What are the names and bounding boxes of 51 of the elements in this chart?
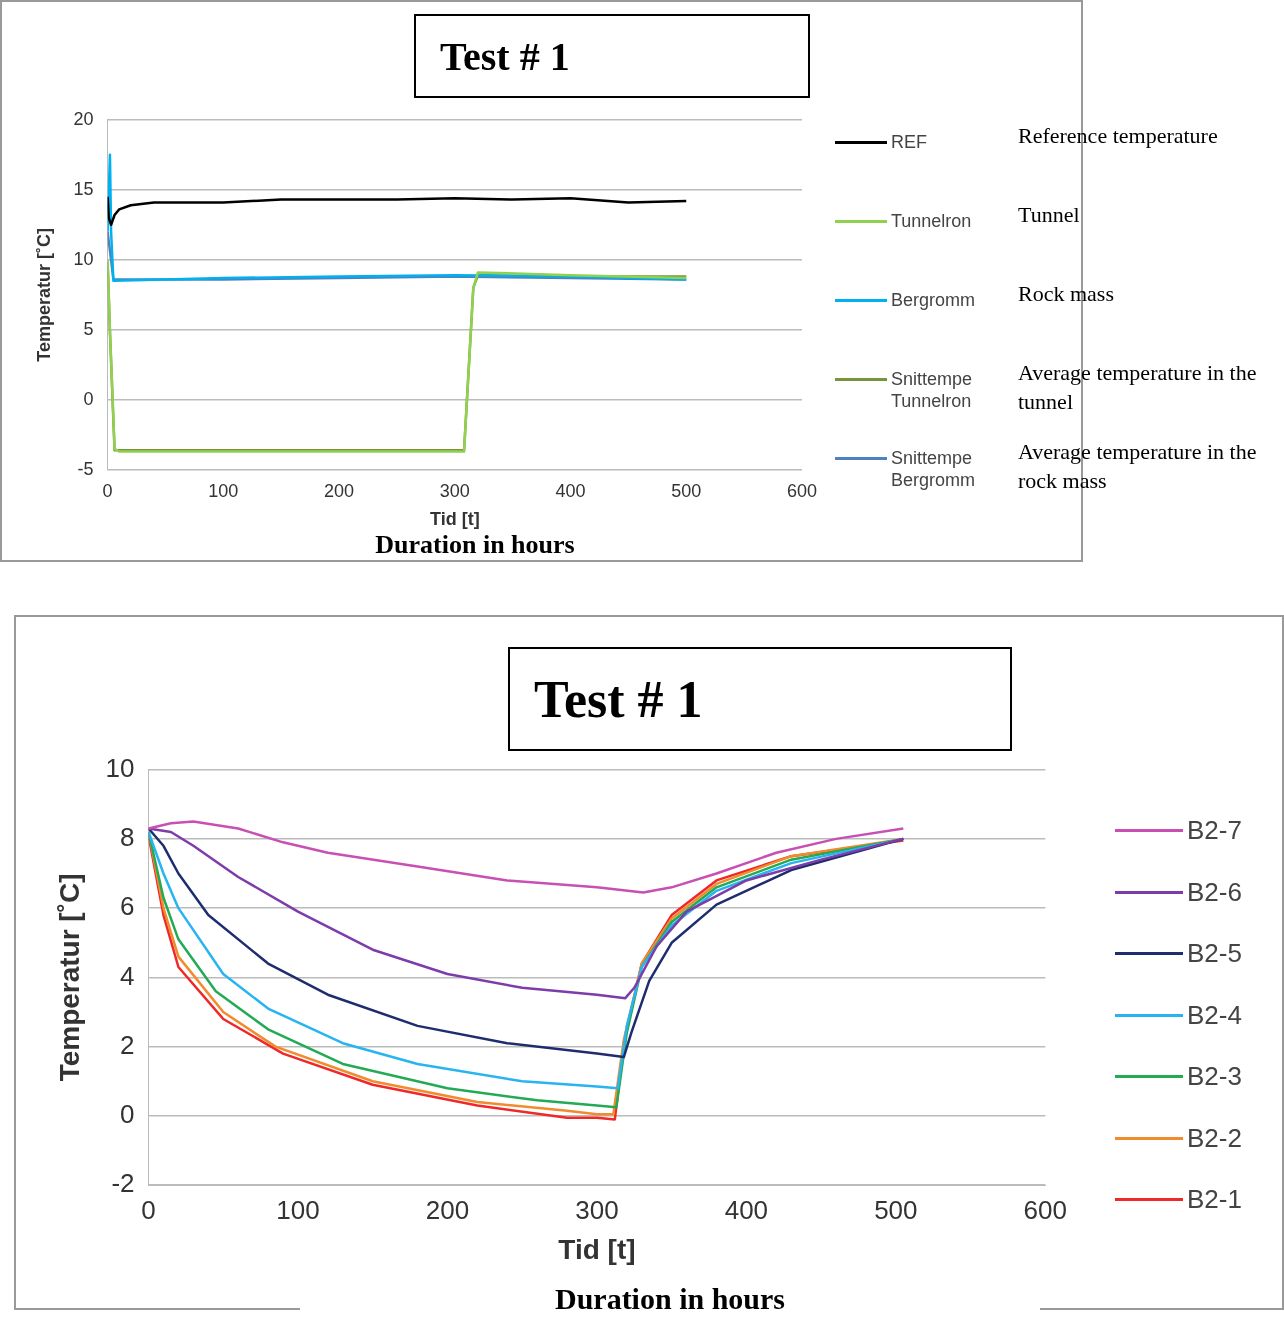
legend-label: B2-3 bbox=[1187, 1061, 1243, 1093]
x-tick-label: 500 bbox=[671, 480, 702, 501]
text: Duration in hours bbox=[150, 530, 800, 560]
text: Rock mass bbox=[1018, 280, 1115, 308]
x-tick-label: 200 bbox=[425, 1194, 470, 1225]
y-tick-label: 6 bbox=[120, 891, 135, 922]
y-tick-label: 10 bbox=[73, 248, 94, 269]
y-tick-label: 0 bbox=[83, 388, 94, 409]
legend-label: REF bbox=[891, 132, 928, 154]
y-tick-label: 20 bbox=[73, 108, 94, 129]
legend-label: Snittempe Tunnelron bbox=[891, 369, 974, 413]
y-axis-title: Temperatur [˚C] bbox=[53, 873, 85, 1082]
legend-label: Tunnelron bbox=[891, 211, 973, 233]
y-tick-label: 4 bbox=[120, 960, 135, 991]
legend-label: B2-2 bbox=[1187, 1122, 1243, 1154]
x-tick-label: 300 bbox=[439, 480, 470, 501]
text: Average temperature in the rock mass bbox=[1018, 438, 1258, 495]
y-tick-label: -2 bbox=[111, 1168, 135, 1199]
y-tick-label: 10 bbox=[105, 752, 135, 783]
x-tick-label: 200 bbox=[324, 480, 355, 501]
legend-label: B2-4 bbox=[1187, 999, 1243, 1031]
chart-title: Test # 1 bbox=[414, 14, 810, 98]
legend-label: B2-7 bbox=[1187, 815, 1243, 847]
x-tick-label: 0 bbox=[141, 1194, 156, 1225]
legend-label: B2-1 bbox=[1187, 1184, 1243, 1216]
chart-title: Test # 1 bbox=[508, 647, 1012, 751]
y-tick-label: 8 bbox=[120, 822, 135, 853]
x-tick-label: 400 bbox=[555, 480, 586, 501]
text: Reference temperature bbox=[1018, 122, 1219, 150]
legend-label: Snittempe Bergromm bbox=[891, 448, 976, 492]
x-tick-label: 600 bbox=[786, 480, 818, 501]
x-tick-label: 100 bbox=[208, 480, 239, 501]
y-tick-label: -5 bbox=[77, 458, 94, 479]
text: Average temperature in the tunnel bbox=[1018, 359, 1258, 416]
x-tick-label: 100 bbox=[276, 1194, 320, 1225]
x-tick-label: 300 bbox=[575, 1194, 619, 1225]
y-tick-label: 2 bbox=[120, 1029, 135, 1060]
legend-label: B2-6 bbox=[1187, 876, 1243, 908]
y-tick-label: 0 bbox=[120, 1099, 135, 1130]
x-axis-title: Tid [t] bbox=[558, 1233, 636, 1265]
x-tick-label: 600 bbox=[1023, 1194, 1068, 1225]
text: Duration in hours bbox=[300, 1282, 1040, 1316]
x-tick-label: 500 bbox=[874, 1194, 918, 1225]
y-tick-label: 5 bbox=[83, 318, 94, 339]
legend-label: B2-5 bbox=[1187, 938, 1243, 970]
y-axis-title: Temperatur [˚C] bbox=[33, 227, 54, 362]
x-tick-label: 400 bbox=[724, 1194, 769, 1225]
y-tick-label: 15 bbox=[73, 178, 94, 199]
text: Tunnel bbox=[1018, 201, 1081, 229]
legend-label: Bergromm bbox=[891, 290, 976, 312]
x-axis-title: Tid [t] bbox=[429, 509, 480, 530]
